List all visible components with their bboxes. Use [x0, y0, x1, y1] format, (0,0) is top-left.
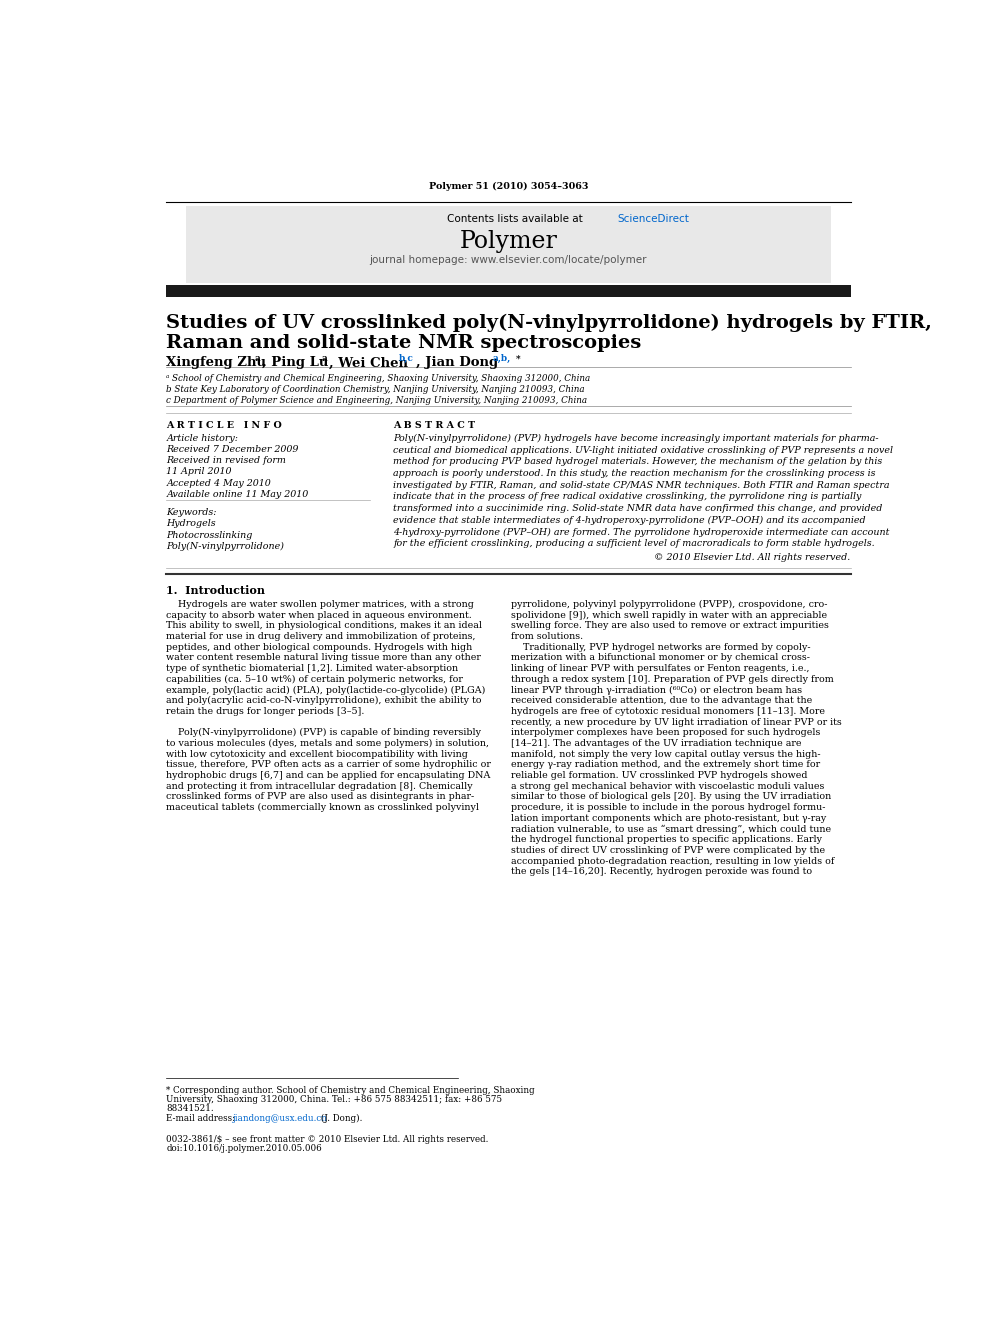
Text: for the efficient crosslinking, producing a sufficient level of macroradicals to: for the efficient crosslinking, producin…	[393, 540, 875, 548]
Text: through a redox system [10]. Preparation of PVP gels directly from: through a redox system [10]. Preparation…	[511, 675, 833, 684]
Text: manifold, not simply the very low capital outlay versus the high-: manifold, not simply the very low capita…	[511, 750, 820, 758]
Text: 0032-3861/$ – see front matter © 2010 Elsevier Ltd. All rights reserved.: 0032-3861/$ – see front matter © 2010 El…	[167, 1135, 489, 1143]
Text: water content resemble natural living tissue more than any other: water content resemble natural living ti…	[167, 654, 481, 663]
Text: 88341521.: 88341521.	[167, 1105, 214, 1113]
Text: doi:10.1016/j.polymer.2010.05.006: doi:10.1016/j.polymer.2010.05.006	[167, 1144, 322, 1152]
Text: Polymer 51 (2010) 3054–3063: Polymer 51 (2010) 3054–3063	[429, 183, 588, 192]
Text: to various molecules (dyes, metals and some polymers) in solution,: to various molecules (dyes, metals and s…	[167, 740, 489, 747]
Text: recently, a new procedure by UV light irradiation of linear PVP or its: recently, a new procedure by UV light ir…	[511, 717, 841, 726]
Text: crosslinked forms of PVP are also used as disintegrants in phar-: crosslinked forms of PVP are also used a…	[167, 792, 474, 802]
Text: reliable gel formation. UV crosslinked PVP hydrogels showed: reliable gel formation. UV crosslinked P…	[511, 771, 807, 781]
Text: Keywords:: Keywords:	[167, 508, 217, 517]
Text: , Jian Dong: , Jian Dong	[417, 356, 498, 369]
Text: retain the drugs for longer periods [3–5].: retain the drugs for longer periods [3–5…	[167, 706, 365, 716]
Text: lation important components which are photo-resistant, but γ-ray: lation important components which are ph…	[511, 814, 826, 823]
Text: Hydrogels: Hydrogels	[167, 520, 216, 528]
Text: b,c: b,c	[399, 355, 414, 364]
Text: with low cytotoxicity and excellent biocompatibility with living: with low cytotoxicity and excellent bioc…	[167, 750, 468, 758]
Text: Raman and solid-state NMR spectroscopies: Raman and solid-state NMR spectroscopies	[167, 333, 642, 352]
Text: Photocrosslinking: Photocrosslinking	[167, 531, 253, 540]
Text: accompanied photo-degradation reaction, resulting in low yields of: accompanied photo-degradation reaction, …	[511, 856, 834, 865]
Text: evidence that stable intermediates of 4-hydroperoxy-pyrrolidone (PVP–OOH) and it: evidence that stable intermediates of 4-…	[393, 516, 866, 525]
Text: 1.  Introduction: 1. Introduction	[167, 585, 265, 595]
Text: © 2010 Elsevier Ltd. All rights reserved.: © 2010 Elsevier Ltd. All rights reserved…	[655, 553, 850, 562]
Text: transformed into a succinimide ring. Solid-state NMR data have confirmed this ch: transformed into a succinimide ring. Sol…	[393, 504, 883, 513]
Text: Polymer: Polymer	[459, 230, 558, 253]
Text: A B S T R A C T: A B S T R A C T	[393, 421, 475, 430]
Text: maceutical tablets (commercially known as crosslinked polyvinyl: maceutical tablets (commercially known a…	[167, 803, 479, 812]
Text: linking of linear PVP with persulfates or Fenton reagents, i.e.,: linking of linear PVP with persulfates o…	[511, 664, 809, 673]
Text: A R T I C L E   I N F O: A R T I C L E I N F O	[167, 421, 282, 430]
Text: , Ping Lu: , Ping Lu	[262, 356, 328, 369]
Text: Received 7 December 2009: Received 7 December 2009	[167, 445, 299, 454]
Text: example, poly(lactic acid) (PLA), poly(lactide-co-glycolide) (PLGA): example, poly(lactic acid) (PLA), poly(l…	[167, 685, 486, 695]
Text: *: *	[516, 355, 521, 364]
Text: indicate that in the process of free radical oxidative crosslinking, the pyrroli: indicate that in the process of free rad…	[393, 492, 861, 501]
Text: Available online 11 May 2010: Available online 11 May 2010	[167, 490, 309, 499]
Text: peptides, and other biological compounds. Hydrogels with high: peptides, and other biological compounds…	[167, 643, 472, 652]
Text: linear PVP through γ-irradiation (⁶⁰Co) or electron beam has: linear PVP through γ-irradiation (⁶⁰Co) …	[511, 685, 802, 695]
Text: , Wei Chen: , Wei Chen	[329, 356, 409, 369]
Text: interpolymer complexes have been proposed for such hydrogels: interpolymer complexes have been propose…	[511, 728, 820, 737]
Text: pyrrolidone, polyvinyl polypyrrolidone (PVPP), crospovidone, cro-: pyrrolidone, polyvinyl polypyrrolidone (…	[511, 599, 827, 609]
Text: capabilities (ca. 5–10 wt%) of certain polymeric networks, for: capabilities (ca. 5–10 wt%) of certain p…	[167, 675, 463, 684]
Text: studies of direct UV crosslinking of PVP were complicated by the: studies of direct UV crosslinking of PVP…	[511, 845, 824, 855]
Text: merization with a bifunctional monomer or by chemical cross-: merization with a bifunctional monomer o…	[511, 654, 809, 663]
Text: jiandong@usx.edu.cn: jiandong@usx.edu.cn	[233, 1114, 328, 1123]
Text: and protecting it from intracellular degradation [8]. Chemically: and protecting it from intracellular deg…	[167, 782, 473, 791]
Text: Xingfeng Zhu: Xingfeng Zhu	[167, 356, 266, 369]
Text: investigated by FTIR, Raman, and solid-state CP/MAS NMR techniques. Both FTIR an: investigated by FTIR, Raman, and solid-s…	[393, 480, 890, 490]
Text: ceutical and biomedical applications. UV-light initiated oxidative crosslinking : ceutical and biomedical applications. UV…	[393, 446, 893, 455]
Text: Poly(N-vinylpyrrolidone) (PVP) is capable of binding reversibly: Poly(N-vinylpyrrolidone) (PVP) is capabl…	[167, 728, 481, 737]
Text: a strong gel mechanical behavior with viscoelastic moduli values: a strong gel mechanical behavior with vi…	[511, 782, 824, 791]
Text: and poly(acrylic acid-co-N-vinylpyrrolidone), exhibit the ability to: and poly(acrylic acid-co-N-vinylpyrrolid…	[167, 696, 482, 705]
Text: approach is poorly understood. In this study, the reaction mechanism for the cro: approach is poorly understood. In this s…	[393, 468, 876, 478]
Text: a: a	[321, 355, 327, 364]
Text: Hydrogels are water swollen polymer matrices, with a strong: Hydrogels are water swollen polymer matr…	[167, 599, 474, 609]
Text: Poly(N-vinylpyrrolidone): Poly(N-vinylpyrrolidone)	[167, 542, 285, 550]
Text: received considerable attention, due to the advantage that the: received considerable attention, due to …	[511, 696, 812, 705]
Text: similar to those of biological gels [20]. By using the UV irradiation: similar to those of biological gels [20]…	[511, 792, 831, 802]
Text: type of synthetic biomaterial [1,2]. Limited water-absorption: type of synthetic biomaterial [1,2]. Lim…	[167, 664, 458, 673]
Text: a: a	[255, 355, 261, 364]
Text: Traditionally, PVP hydrogel networks are formed by copoly-: Traditionally, PVP hydrogel networks are…	[511, 643, 810, 652]
Text: ᵃ School of Chemistry and Chemical Engineering, Shaoxing University, Shaoxing 31: ᵃ School of Chemistry and Chemical Engin…	[167, 373, 590, 382]
Text: the gels [14–16,20]. Recently, hydrogen peroxide was found to: the gels [14–16,20]. Recently, hydrogen …	[511, 868, 811, 876]
Text: swelling force. They are also used to remove or extract impurities: swelling force. They are also used to re…	[511, 622, 828, 630]
Text: Received in revised form: Received in revised form	[167, 456, 286, 466]
Text: Article history:: Article history:	[167, 434, 238, 443]
Text: procedure, it is possible to include in the porous hydrogel formu-: procedure, it is possible to include in …	[511, 803, 825, 812]
Text: method for producing PVP based hydrogel materials. However, the mechanism of the: method for producing PVP based hydrogel …	[393, 458, 882, 466]
Text: b State Key Laboratory of Coordination Chemistry, Nanjing University, Nanjing 21: b State Key Laboratory of Coordination C…	[167, 385, 585, 394]
Text: [14–21]. The advantages of the UV irradiation technique are: [14–21]. The advantages of the UV irradi…	[511, 740, 802, 747]
Text: the hydrogel functional properties to specific applications. Early: the hydrogel functional properties to sp…	[511, 835, 821, 844]
Text: * Corresponding author. School of Chemistry and Chemical Engineering, Shaoxing: * Corresponding author. School of Chemis…	[167, 1086, 535, 1095]
Text: radiation vulnerable, to use as “smart dressing”, which could tune: radiation vulnerable, to use as “smart d…	[511, 824, 831, 833]
Text: 11 April 2010: 11 April 2010	[167, 467, 232, 476]
Text: hydrophobic drugs [6,7] and can be applied for encapsulating DNA: hydrophobic drugs [6,7] and can be appli…	[167, 771, 491, 781]
Text: tissue, therefore, PVP often acts as a carrier of some hydrophilic or: tissue, therefore, PVP often acts as a c…	[167, 761, 491, 769]
Text: Accepted 4 May 2010: Accepted 4 May 2010	[167, 479, 271, 488]
Text: c Department of Polymer Science and Engineering, Nanjing University, Nanjing 210: c Department of Polymer Science and Engi…	[167, 396, 587, 405]
Text: capacity to absorb water when placed in aqueous environment.: capacity to absorb water when placed in …	[167, 610, 472, 619]
Text: This ability to swell, in physiological conditions, makes it an ideal: This ability to swell, in physiological …	[167, 622, 482, 630]
Text: (J. Dong).: (J. Dong).	[317, 1114, 362, 1123]
Text: Contents lists available at: Contents lists available at	[446, 214, 586, 224]
FancyBboxPatch shape	[186, 205, 831, 283]
Text: E-mail address:: E-mail address:	[167, 1114, 238, 1123]
Text: material for use in drug delivery and immobilization of proteins,: material for use in drug delivery and im…	[167, 632, 476, 640]
Text: from solutions.: from solutions.	[511, 632, 583, 640]
Text: Studies of UV crosslinked poly(N-vinylpyrrolidone) hydrogels by FTIR,: Studies of UV crosslinked poly(N-vinylpy…	[167, 314, 932, 332]
FancyBboxPatch shape	[167, 284, 850, 298]
Text: Poly(N-vinylpyrrolidone) (PVP) hydrogels have become increasingly important mate: Poly(N-vinylpyrrolidone) (PVP) hydrogels…	[393, 434, 879, 443]
Text: ScienceDirect: ScienceDirect	[618, 214, 689, 224]
Text: hydrogels are free of cytotoxic residual monomers [11–13]. More: hydrogels are free of cytotoxic residual…	[511, 706, 824, 716]
Text: University, Shaoxing 312000, China. Tel.: +86 575 88342511; fax: +86 575: University, Shaoxing 312000, China. Tel.…	[167, 1095, 502, 1103]
Text: energy γ-ray radiation method, and the extremely short time for: energy γ-ray radiation method, and the e…	[511, 761, 819, 769]
Text: journal homepage: www.elsevier.com/locate/polymer: journal homepage: www.elsevier.com/locat…	[370, 254, 647, 265]
Text: a,b,: a,b,	[493, 355, 511, 364]
Text: 4-hydroxy-pyrrolidone (PVP–OH) are formed. The pyrrolidone hydroperoxide interme: 4-hydroxy-pyrrolidone (PVP–OH) are forme…	[393, 528, 890, 537]
Text: spolividone [9]), which swell rapidly in water with an appreciable: spolividone [9]), which swell rapidly in…	[511, 610, 826, 619]
